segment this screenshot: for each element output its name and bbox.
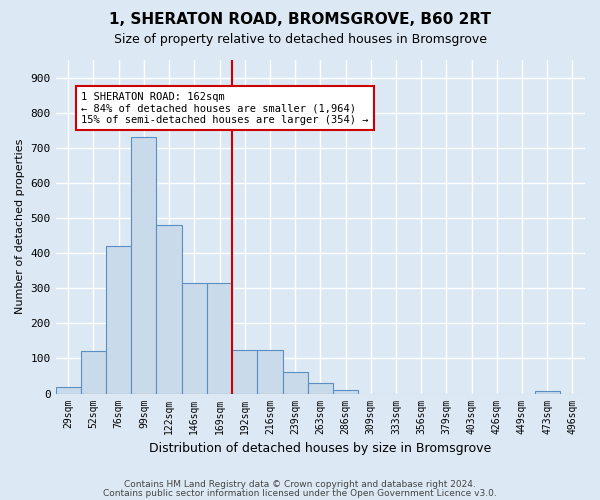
Bar <box>157 225 182 394</box>
Bar <box>56 386 81 394</box>
Bar <box>535 390 560 394</box>
X-axis label: Distribution of detached houses by size in Bromsgrove: Distribution of detached houses by size … <box>149 442 491 455</box>
Bar <box>308 383 333 394</box>
Y-axis label: Number of detached properties: Number of detached properties <box>15 139 25 314</box>
Text: 1 SHERATON ROAD: 162sqm
← 84% of detached houses are smaller (1,964)
15% of semi: 1 SHERATON ROAD: 162sqm ← 84% of detache… <box>81 92 368 125</box>
Text: Size of property relative to detached houses in Bromsgrove: Size of property relative to detached ho… <box>113 32 487 46</box>
Bar <box>232 350 257 394</box>
Text: Contains public sector information licensed under the Open Government Licence v3: Contains public sector information licen… <box>103 488 497 498</box>
Bar <box>333 390 358 394</box>
Bar <box>131 137 157 394</box>
Text: Contains HM Land Registry data © Crown copyright and database right 2024.: Contains HM Land Registry data © Crown c… <box>124 480 476 489</box>
Bar <box>283 372 308 394</box>
Bar <box>106 246 131 394</box>
Bar <box>207 283 232 394</box>
Bar <box>182 283 207 394</box>
Text: 1, SHERATON ROAD, BROMSGROVE, B60 2RT: 1, SHERATON ROAD, BROMSGROVE, B60 2RT <box>109 12 491 28</box>
Bar <box>81 352 106 394</box>
Bar <box>257 350 283 394</box>
